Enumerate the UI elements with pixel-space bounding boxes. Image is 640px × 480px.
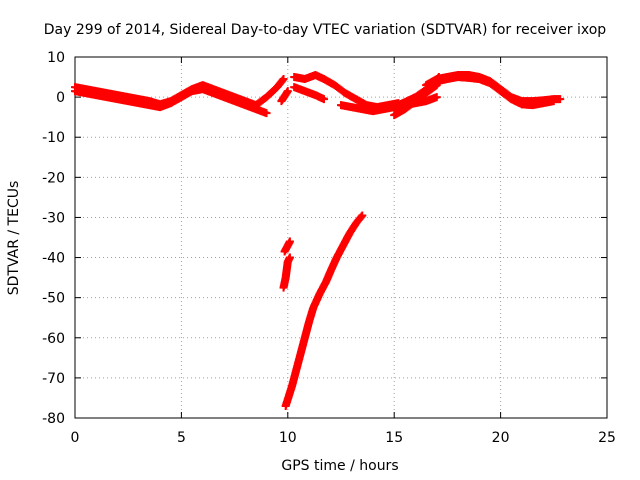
y-tick-label: -40 (42, 251, 65, 267)
y-tick-label: 0 (56, 90, 65, 106)
data-point (283, 87, 292, 96)
y-tick-label: -20 (42, 170, 65, 186)
data-series-track-14 (281, 211, 367, 410)
y-tick-label: -60 (42, 331, 65, 347)
y-tick-label: -50 (42, 291, 65, 307)
y-axis-label: SDTVAR / TECUs (6, 181, 22, 296)
data-series-track-12 (279, 253, 294, 292)
x-tick-label: 0 (71, 430, 80, 446)
y-tick-label: -10 (42, 130, 65, 146)
data-point (285, 237, 294, 246)
y-tick-label: -30 (42, 210, 65, 226)
x-tick-label: 5 (177, 430, 186, 446)
data-series-track-4 (277, 87, 292, 106)
data-series-track-6 (290, 83, 328, 104)
x-tick-label: 15 (385, 430, 403, 446)
data-point (358, 211, 367, 220)
x-tick-label: 25 (598, 430, 616, 446)
data-point (432, 93, 441, 102)
data-point (279, 75, 288, 84)
data-series-track-2 (71, 85, 271, 118)
data-points (71, 71, 565, 410)
chart-title: Day 299 of 2014, Sidereal Day-to-day VTE… (44, 22, 607, 38)
y-tick-label: -70 (42, 371, 65, 387)
data-point (285, 253, 294, 262)
x-axis-label: GPS time / hours (281, 458, 398, 474)
data-point (556, 95, 565, 104)
data-series-track-3 (251, 75, 288, 110)
plot-frame (74, 56, 608, 419)
data-point (262, 109, 271, 118)
x-tick-label: 10 (279, 430, 297, 446)
axis-ticks: 0 5 10 15 20 25 -80 -70 -60 -50 -40 -30 -20 -10 0 10 (42, 50, 616, 446)
x-tick-label: 20 (492, 430, 510, 446)
data-series-track-11 (432, 73, 558, 110)
data-series-track-13 (280, 237, 294, 256)
y-tick-label: -80 (42, 411, 65, 427)
data-point (319, 95, 328, 104)
data-point (549, 97, 558, 106)
y-tick-label: 10 (47, 50, 65, 66)
